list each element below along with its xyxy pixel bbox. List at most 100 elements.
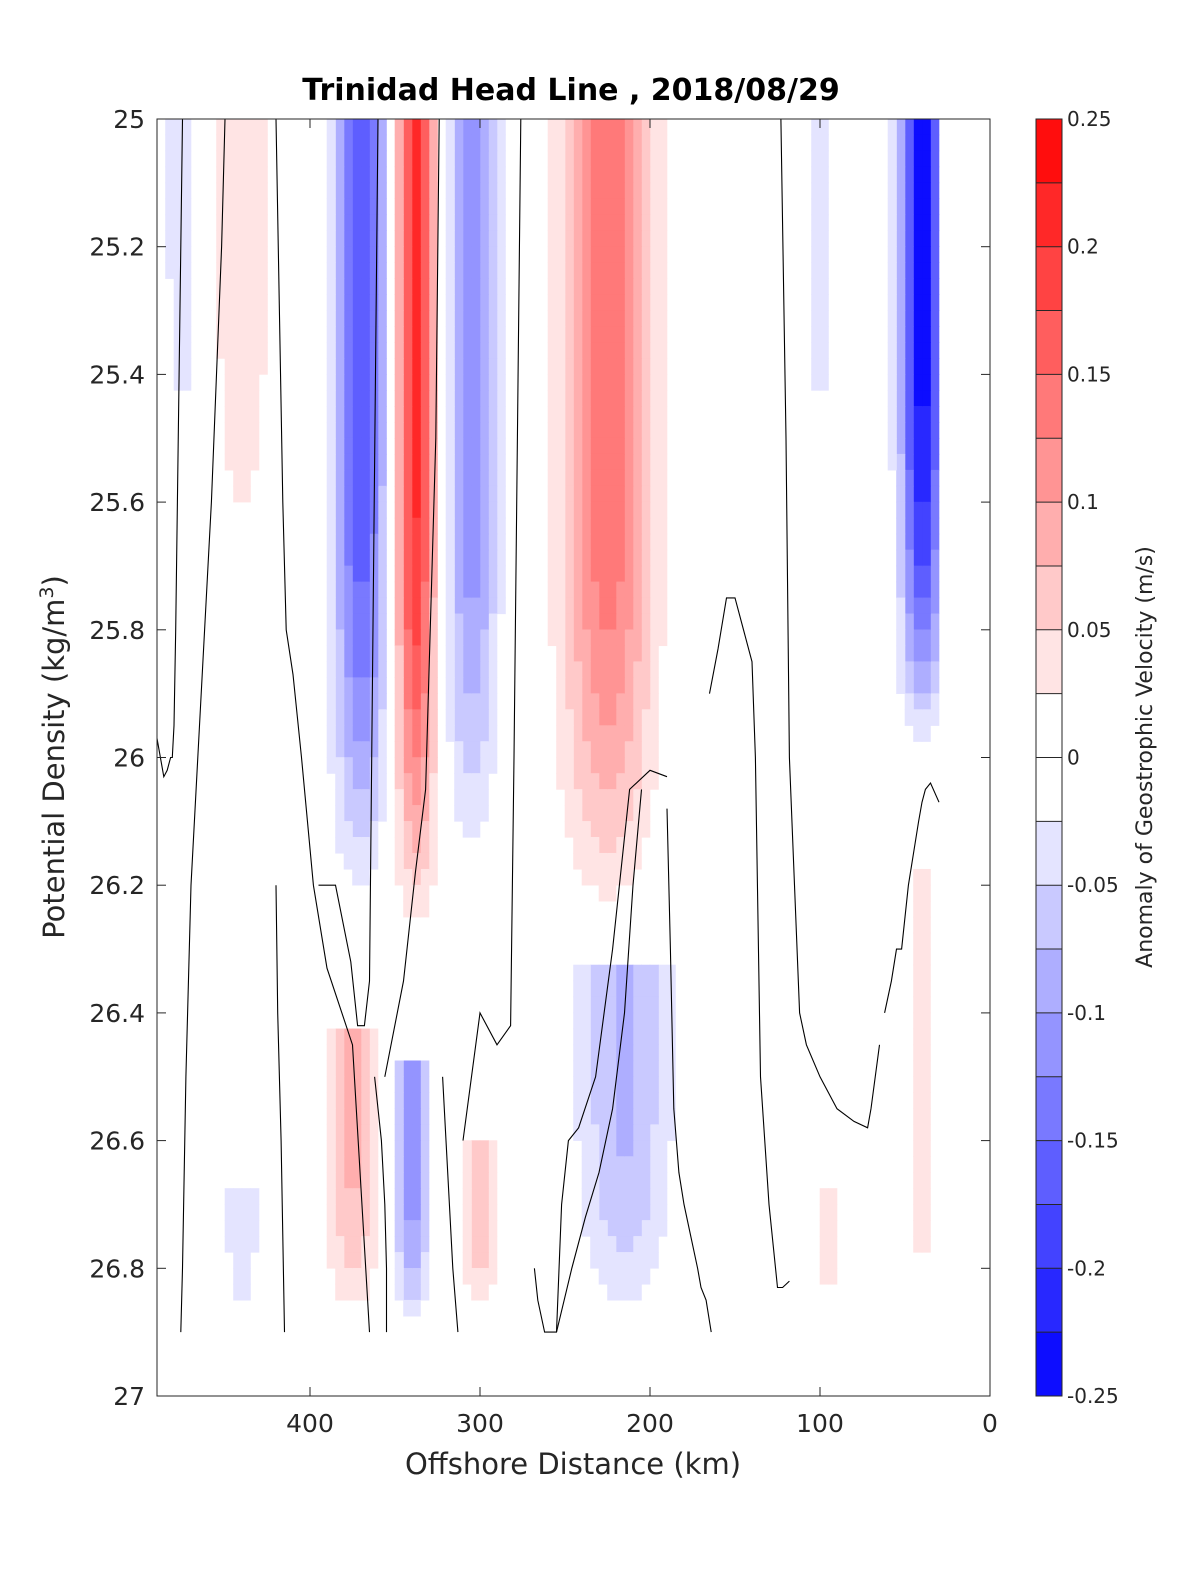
heatmap-cell xyxy=(556,198,566,216)
heatmap-cell xyxy=(173,310,183,327)
heatmap-cell xyxy=(590,549,600,567)
heatmap-cell xyxy=(496,533,506,551)
heatmap-cell xyxy=(887,390,897,407)
heatmap-cell xyxy=(360,1076,370,1094)
heatmap-cell xyxy=(649,1252,659,1269)
heatmap-cell xyxy=(624,629,634,647)
heatmap-cell xyxy=(921,310,931,327)
heatmap-cell xyxy=(352,629,362,647)
heatmap-cell xyxy=(360,677,370,694)
heatmap-cell xyxy=(556,741,566,758)
heatmap-cell xyxy=(352,326,362,343)
heatmap-cell xyxy=(581,278,591,295)
heatmap-cell xyxy=(632,294,642,311)
heatmap-cell xyxy=(624,262,634,279)
heatmap-cell xyxy=(819,119,829,136)
heatmap-cell xyxy=(590,1092,600,1109)
heatmap-cell xyxy=(913,1220,923,1237)
heatmap-cell xyxy=(479,629,489,647)
heatmap-cell xyxy=(632,1220,642,1237)
heatmap-cell xyxy=(921,948,931,966)
heatmap-cell xyxy=(445,150,455,168)
heatmap-cell xyxy=(930,166,940,184)
heatmap-cell xyxy=(607,757,617,774)
heatmap-cell xyxy=(658,342,668,359)
heatmap-cell xyxy=(352,1044,362,1062)
heatmap-cell xyxy=(394,1060,404,1078)
heatmap-cell xyxy=(224,1188,234,1205)
heatmap-cell xyxy=(326,119,336,136)
heatmap-cell xyxy=(590,150,600,168)
heatmap-cell xyxy=(641,437,651,455)
heatmap-cell xyxy=(649,453,659,471)
heatmap-cell xyxy=(250,150,260,168)
heatmap-cell xyxy=(360,741,370,758)
heatmap-cell xyxy=(462,1220,472,1237)
heatmap-cell xyxy=(454,246,464,263)
heatmap-cell xyxy=(632,597,642,615)
colorbar-segment xyxy=(1036,119,1062,184)
heatmap-cell xyxy=(343,1028,353,1046)
heatmap-cell xyxy=(590,230,600,247)
heatmap-cell xyxy=(624,246,634,263)
heatmap-cell xyxy=(547,310,557,327)
heatmap-cell xyxy=(165,246,175,263)
heatmap-cell xyxy=(666,1060,676,1078)
heatmap-cell xyxy=(649,964,659,982)
heatmap-cell xyxy=(454,182,464,200)
heatmap-cell xyxy=(930,406,940,423)
heatmap-cell xyxy=(598,789,608,806)
heatmap-cell xyxy=(632,549,642,567)
heatmap-cell xyxy=(921,1092,931,1109)
heatmap-cell xyxy=(420,198,430,216)
heatmap-cell xyxy=(216,182,226,200)
heatmap-cell xyxy=(896,358,906,375)
zero-contour-line xyxy=(275,119,371,1333)
heatmap-cell xyxy=(488,597,498,615)
heatmap-cell xyxy=(658,1172,668,1189)
heatmap-cell xyxy=(454,581,464,599)
heatmap-cell xyxy=(649,310,659,327)
heatmap-cell xyxy=(216,278,226,295)
heatmap-cell xyxy=(819,358,829,375)
heatmap-cell xyxy=(445,549,455,567)
heatmap-cell xyxy=(343,1140,353,1157)
heatmap-cell xyxy=(471,629,481,647)
heatmap-cell xyxy=(343,581,353,599)
heatmap-cell xyxy=(479,390,489,407)
heatmap-cell xyxy=(250,358,260,375)
heatmap-cell xyxy=(428,294,438,311)
heatmap-cell xyxy=(369,262,379,279)
heatmap-cell xyxy=(564,661,574,678)
heatmap-cell xyxy=(352,1252,362,1269)
heatmap-cell xyxy=(454,406,464,423)
heatmap-cell xyxy=(921,677,931,694)
heatmap-cell xyxy=(250,294,260,311)
heatmap-cell xyxy=(598,358,608,375)
heatmap-cell xyxy=(488,517,498,535)
heatmap-cell xyxy=(360,1060,370,1078)
heatmap-cell xyxy=(420,326,430,343)
heatmap-cell xyxy=(598,1188,608,1205)
heatmap-cell xyxy=(564,198,574,216)
heatmap-cell xyxy=(471,198,481,216)
y-axis-label-main: Potential Density (kg/m xyxy=(37,599,71,939)
heatmap-cell xyxy=(896,246,906,263)
heatmap-cell xyxy=(607,326,617,343)
heatmap-cell xyxy=(462,757,472,774)
heatmap-cell xyxy=(454,533,464,551)
heatmap-cell xyxy=(420,453,430,471)
heatmap-cell xyxy=(479,230,489,247)
heatmap-cell xyxy=(377,358,387,375)
heatmap-cell xyxy=(454,278,464,295)
heatmap-cell xyxy=(445,358,455,375)
heatmap-cell xyxy=(403,166,413,184)
heatmap-cell xyxy=(369,709,379,726)
heatmap-cell xyxy=(904,485,914,503)
heatmap-cell xyxy=(930,709,940,726)
heatmap-cell xyxy=(369,134,379,152)
heatmap-cell xyxy=(369,310,379,327)
heatmap-cell xyxy=(624,645,634,663)
heatmap-cell xyxy=(598,677,608,694)
heatmap-cell xyxy=(369,214,379,232)
